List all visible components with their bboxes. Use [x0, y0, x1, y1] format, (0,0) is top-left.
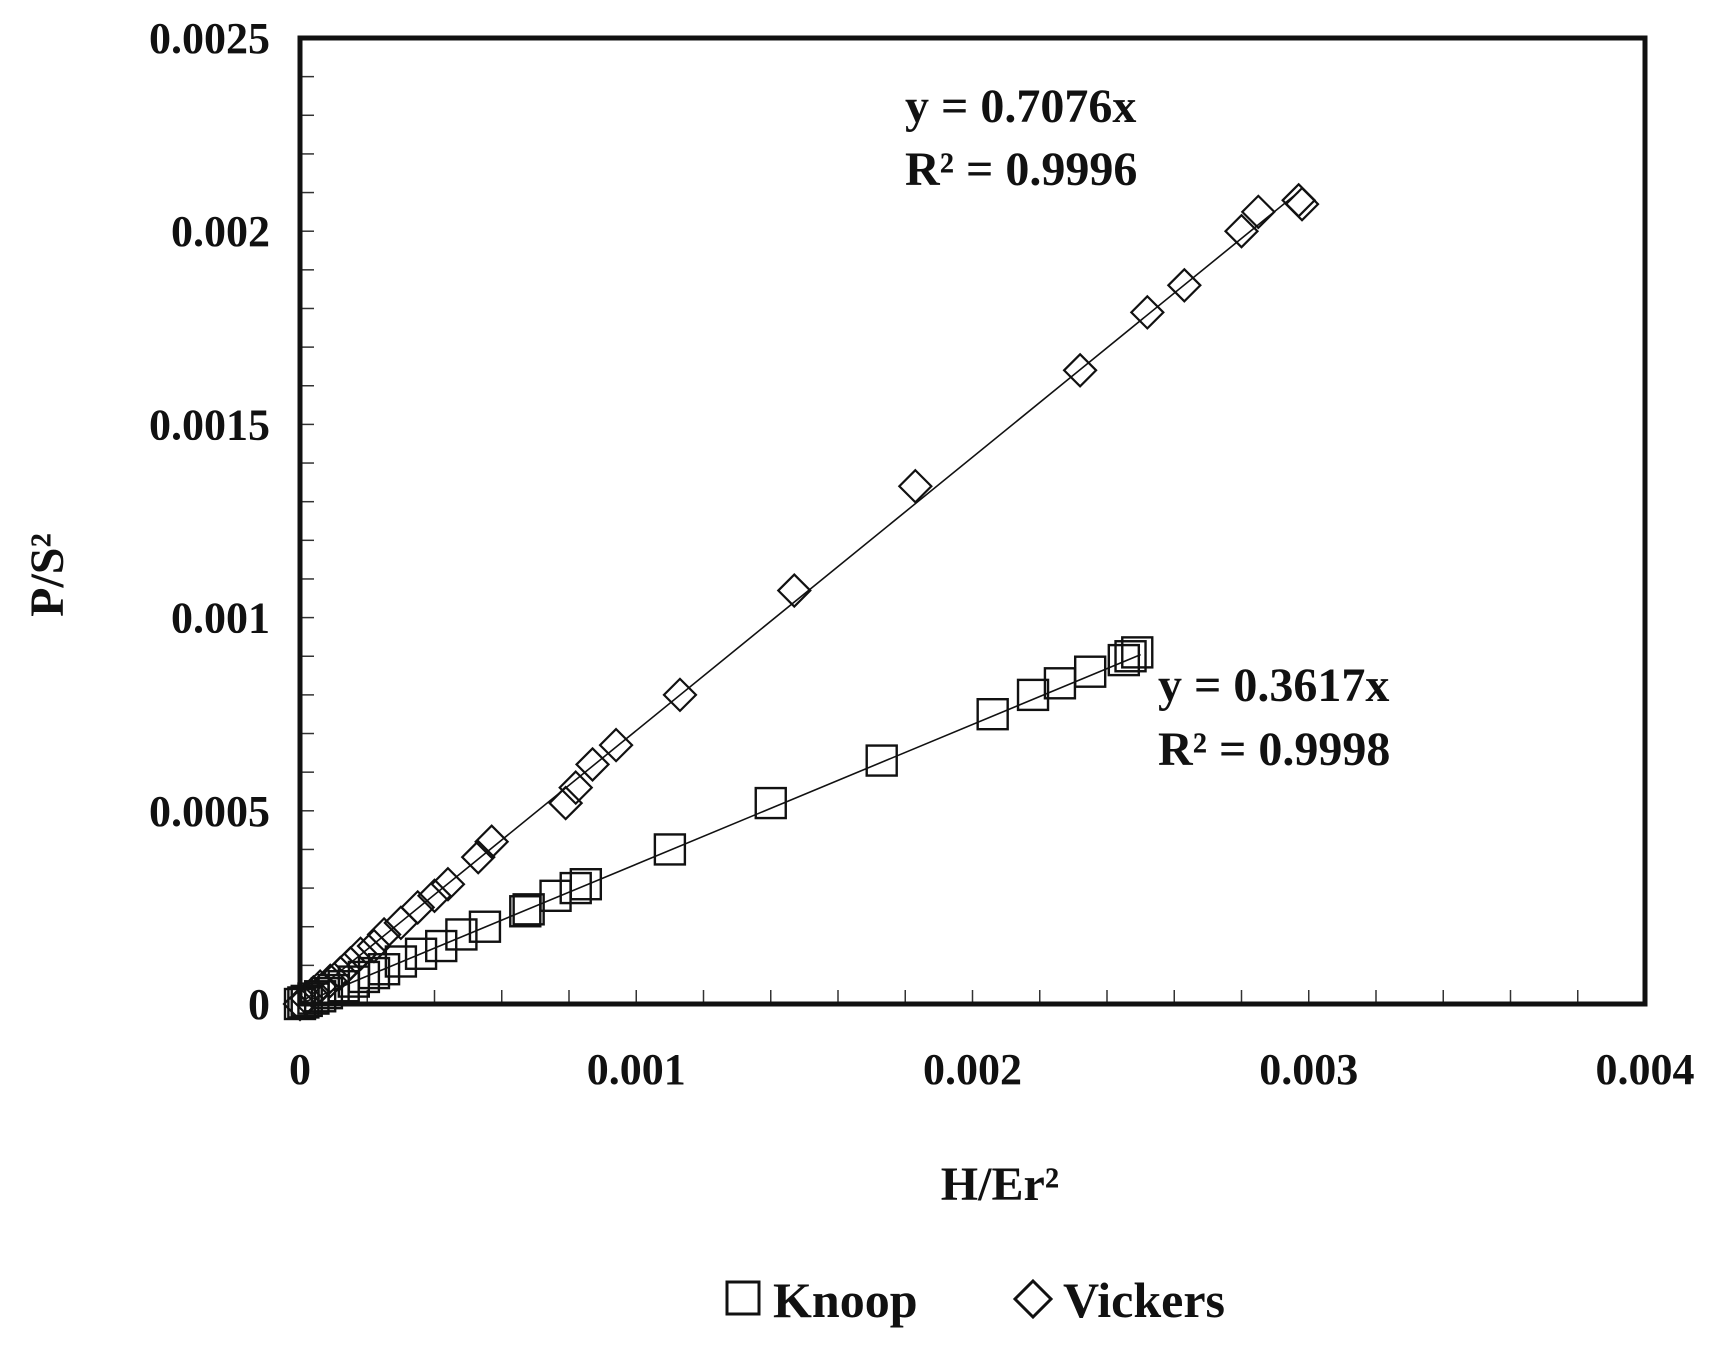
vickers-equation-label: y = 0.7076x [905, 80, 1136, 133]
vickers-point [342, 936, 379, 972]
vickers-point [558, 770, 594, 806]
x-tick-label: 0 [289, 1045, 311, 1094]
knoop-point [976, 698, 1009, 731]
knoop-point [1016, 678, 1050, 712]
vickers-point [1129, 294, 1165, 330]
vickers-point [289, 981, 325, 1017]
vickers-point [295, 974, 332, 1010]
vickers-point [776, 572, 812, 609]
x-tick-label: 0.003 [1259, 1045, 1358, 1094]
vickers-point [460, 839, 496, 875]
x-tick-label: 0.004 [1596, 1045, 1695, 1094]
vickers-point [598, 727, 634, 763]
vickers-point [332, 945, 368, 981]
y-tick-label: 0 [248, 980, 270, 1029]
knoop-point [425, 929, 458, 963]
vickers-trendline [299, 191, 1300, 1005]
y-tick-label: 0.0025 [149, 14, 270, 63]
knoop-point [404, 937, 438, 970]
vickers-point [474, 824, 510, 860]
knoop-point [303, 980, 337, 1013]
knoop-point [754, 786, 787, 820]
knoop-point [569, 868, 603, 901]
y-tick-label: 0.0005 [149, 787, 270, 836]
vickers-r2-label: R² = 0.9996 [905, 143, 1137, 196]
legend: Knoop Vickers [725, 1272, 1225, 1328]
vickers-point [430, 866, 466, 902]
vickers-point [356, 928, 392, 964]
knoop-point [357, 956, 391, 990]
vickers-point [574, 746, 611, 782]
knoop-point [512, 893, 545, 926]
x-axis-title: H/Er² [941, 1158, 1059, 1211]
legend-vickers-marker [1012, 1278, 1054, 1320]
knoop-point [468, 910, 502, 943]
vickers-point [312, 963, 348, 999]
knoop-point [559, 871, 592, 905]
knoop-point [1114, 640, 1147, 673]
y-tick-label: 0.002 [171, 207, 270, 256]
legend-knoop-label: Knoop [773, 1272, 918, 1328]
vickers-point [1240, 194, 1276, 230]
knoop-trendline [299, 653, 1141, 1005]
knoop-point [865, 744, 898, 777]
x-tick-labels: 0 0.001 0.002 0.003 0.004 [289, 1045, 1695, 1094]
plot-area-frame [297, 35, 1648, 1007]
knoop-equation-label: y = 0.3617x [1158, 659, 1389, 712]
y-tick-labels: 0 0.0005 0.001 0.0015 0.002 0.0025 [149, 14, 270, 1029]
knoop-r2-label: R² = 0.9998 [1158, 723, 1390, 776]
x-tick-label: 0.001 [587, 1045, 686, 1094]
y-axis-title: P/S² [21, 533, 74, 617]
trendlines [299, 191, 1300, 1005]
vickers-point [662, 677, 698, 713]
y-tick-label: 0.001 [171, 594, 270, 643]
y-tick-label: 0.0015 [149, 400, 270, 449]
vickers-point [366, 916, 402, 953]
legend-vickers-label: Vickers [1063, 1272, 1225, 1328]
vickers-point [1062, 352, 1098, 388]
knoop-point [384, 945, 418, 978]
vickers-point [897, 468, 933, 504]
vickers-point [1284, 186, 1320, 222]
vickers-point [400, 889, 436, 925]
knoop-point [653, 833, 687, 866]
vickers-point [1223, 213, 1260, 249]
legend-knoop-marker [725, 1280, 761, 1316]
x-tick-label: 0.002 [923, 1045, 1022, 1094]
knoop-point [445, 918, 478, 951]
knoop-point [367, 953, 401, 986]
vickers-point [416, 878, 453, 914]
vickers-point [1166, 267, 1202, 303]
knoop-point [1121, 636, 1154, 669]
vickers-point [548, 785, 584, 821]
knoop-point [1073, 655, 1107, 688]
vickers-point [322, 955, 358, 991]
knoop-point [1107, 643, 1141, 677]
